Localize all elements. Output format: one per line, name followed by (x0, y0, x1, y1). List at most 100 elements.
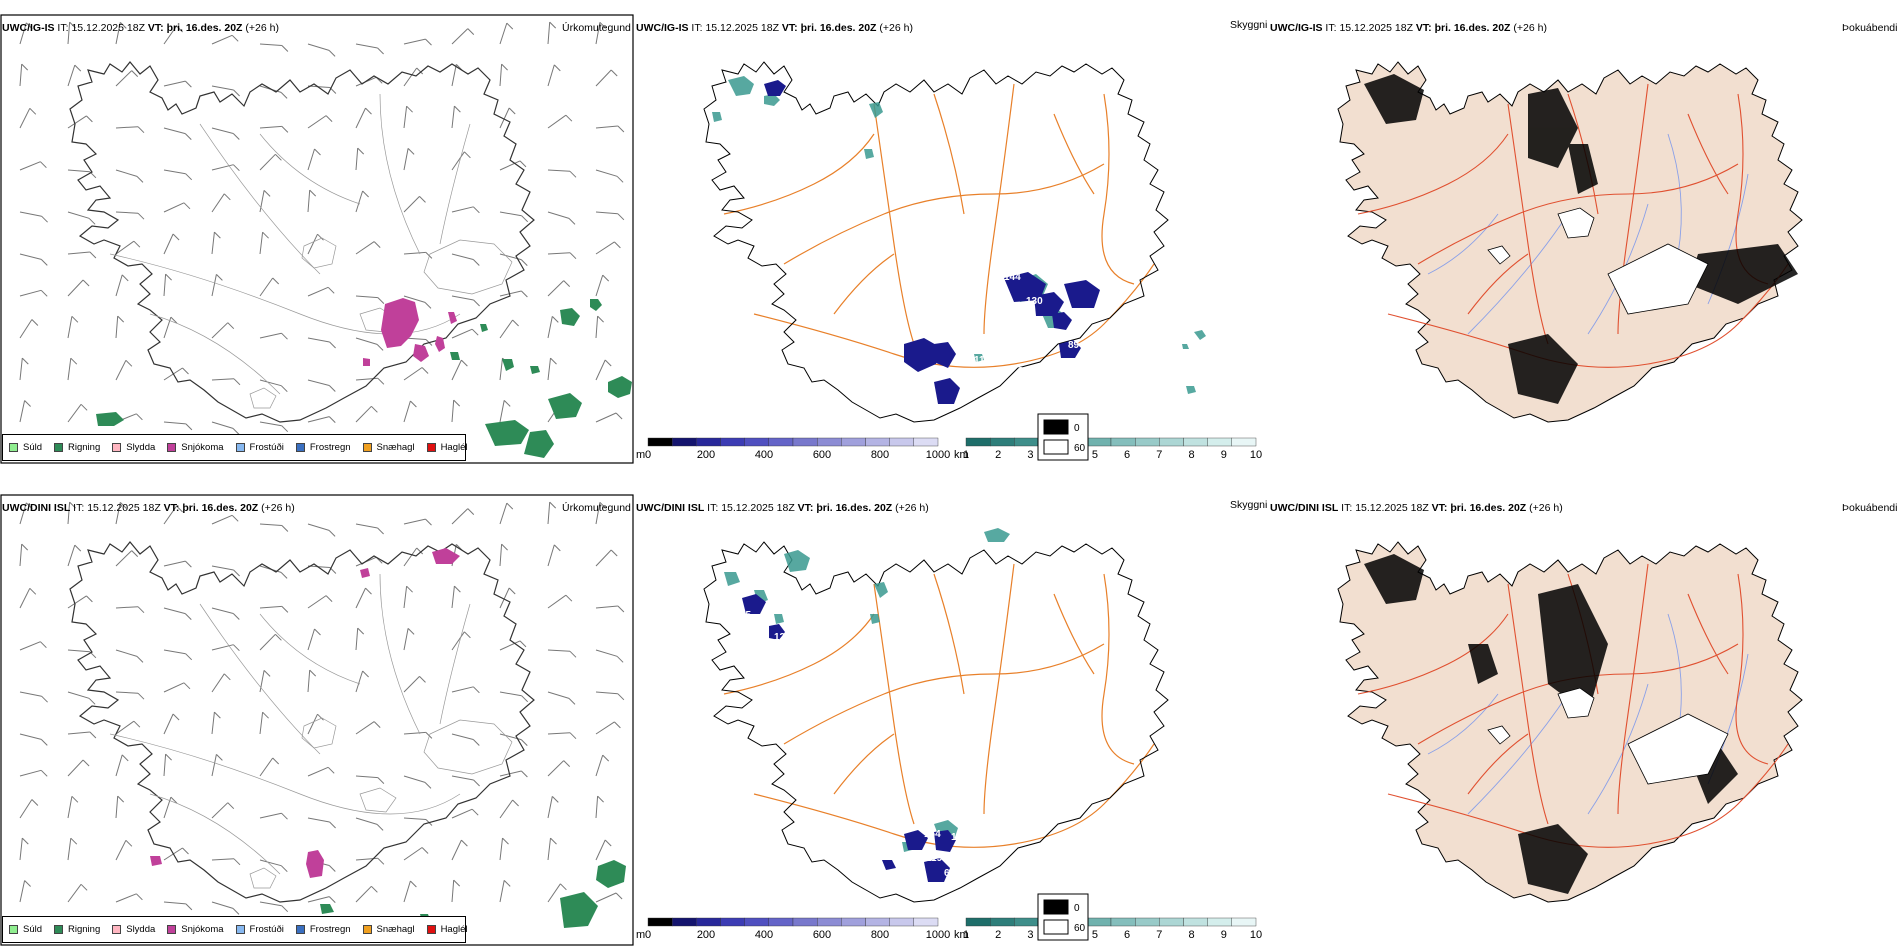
wind-barb-shaft (403, 196, 420, 213)
colorbar-swatch (768, 437, 794, 447)
wind-barb-shaft (163, 649, 186, 655)
colorbar-tick: 0 (645, 929, 651, 941)
wind-barb-shaft (259, 125, 282, 129)
colorbar-swatch (720, 917, 745, 927)
wind-barb-feather (275, 153, 282, 161)
road-line (783, 643, 1105, 745)
wind-barb-feather (125, 839, 133, 847)
cloud-base-label: 109 (1057, 274, 1074, 285)
wind-barb-feather (328, 50, 336, 57)
wind-barb-feather (231, 514, 239, 522)
wind-barb-feather (508, 587, 516, 595)
wind-barb-shaft (499, 22, 508, 45)
wind-barb-shaft (499, 107, 510, 129)
wind-barb-shaft (115, 360, 127, 381)
colorbar-swatch (913, 437, 939, 447)
glacier-outline (249, 387, 277, 409)
wind-barb-shaft (259, 332, 282, 339)
glacier-outline (423, 719, 513, 775)
river-line (1427, 213, 1499, 275)
wind-barb-feather (563, 760, 571, 767)
wind-barb-feather (328, 865, 336, 872)
colorbar-swatch (792, 917, 818, 927)
fog-swatch-light (1043, 919, 1069, 935)
wind-barb-shaft (547, 732, 571, 735)
wind-barb-shaft (19, 880, 26, 903)
fog-legend-label: 60 (1074, 923, 1086, 934)
wind-barb-feather (69, 21, 76, 29)
visibility-panel-1: 98 101 144 130 109 11 83 78 61 112 89 m 0 200 400 600 8… (634, 14, 1268, 464)
fog-dark-area (1518, 824, 1588, 894)
wind-barb-shaft (259, 901, 282, 907)
colorbar-tick: 400 (755, 449, 773, 461)
colorbar-swatch (672, 437, 697, 447)
wind-barb-shaft (211, 274, 217, 297)
wind-barb-feather (172, 713, 180, 721)
wind-barb-feather (137, 692, 145, 700)
wind-barb-feather (521, 290, 528, 298)
colorbar-swatch (1231, 917, 1257, 927)
wind-barb-feather (377, 777, 385, 784)
wind-barb-shaft (547, 594, 567, 609)
wind-barb-feather (565, 114, 573, 122)
wind-barb-shaft (403, 731, 426, 735)
wind-barb-shaft (211, 901, 234, 909)
wind-barb-feather (604, 359, 612, 367)
wind-barb-shaft (403, 817, 427, 820)
wind-barb-shaft (451, 733, 474, 740)
wind-barb-shaft (355, 775, 378, 779)
wind-barb-shaft (259, 153, 276, 171)
wind-barb-shaft (19, 733, 42, 740)
precip-map-1 (0, 14, 634, 464)
colorbar-swatch (672, 917, 697, 927)
wind-barb-feather (377, 857, 385, 865)
wind-barb-shaft (451, 808, 473, 819)
wind-barb-feather (231, 34, 239, 42)
legend-label: Slydda (126, 924, 156, 935)
wind-barb-feather (461, 839, 468, 847)
wind-barb-shaft (547, 358, 551, 381)
wind-barb-feather (31, 799, 39, 806)
legend-label: Haglél (440, 924, 468, 935)
wind-barb-shaft (163, 169, 186, 175)
wind-barb-feather (327, 286, 335, 294)
wind-barb-shaft (259, 379, 282, 387)
wind-barb-shaft (163, 202, 185, 213)
colorbar-swatch (841, 917, 866, 927)
legend-label: Súld (23, 442, 43, 453)
wind-barb-shaft (19, 319, 33, 339)
fog-legend-label: 0 (1074, 423, 1080, 434)
wind-barb-shaft (259, 43, 282, 46)
fog-dark-area (1568, 144, 1598, 194)
wind-barb-shaft (355, 295, 378, 299)
wind-barb-shaft (451, 508, 469, 525)
wind-barb-shaft (547, 114, 567, 129)
wind-barb-feather (597, 315, 604, 323)
wind-barb-feather (568, 218, 576, 225)
fog-swatch-dark (1043, 899, 1069, 915)
wind-barb-shaft (355, 885, 372, 903)
colorbar-swatch (1110, 917, 1136, 927)
panel-label-precip: Úrkomutegund (562, 22, 631, 34)
wind-barb-feather (223, 193, 231, 201)
wind-barb-feather (70, 357, 78, 365)
wind-barb-feather (69, 501, 76, 509)
wind-barb-feather (467, 508, 475, 515)
colorbar-tick: 1000 (926, 929, 950, 941)
wind-barb-feather (74, 544, 82, 552)
wind-barb-shaft (115, 70, 133, 87)
wind-barb-feather (214, 231, 221, 239)
road-line (1617, 83, 1649, 335)
legend-swatch (167, 925, 177, 934)
wind-barb-shaft (499, 64, 503, 87)
legend-label: Haglél (440, 442, 468, 453)
wind-barb-feather (503, 400, 511, 407)
glacier-outline (359, 787, 397, 813)
legend-label: Frostregn (309, 924, 351, 935)
wind-barb-shaft (547, 280, 565, 297)
wind-barb-shaft (211, 232, 215, 255)
wind-barb-shaft (307, 337, 330, 343)
wind-barb-feather (501, 63, 508, 71)
wind-barb-feather (170, 796, 178, 804)
wind-barb-shaft (67, 691, 90, 699)
